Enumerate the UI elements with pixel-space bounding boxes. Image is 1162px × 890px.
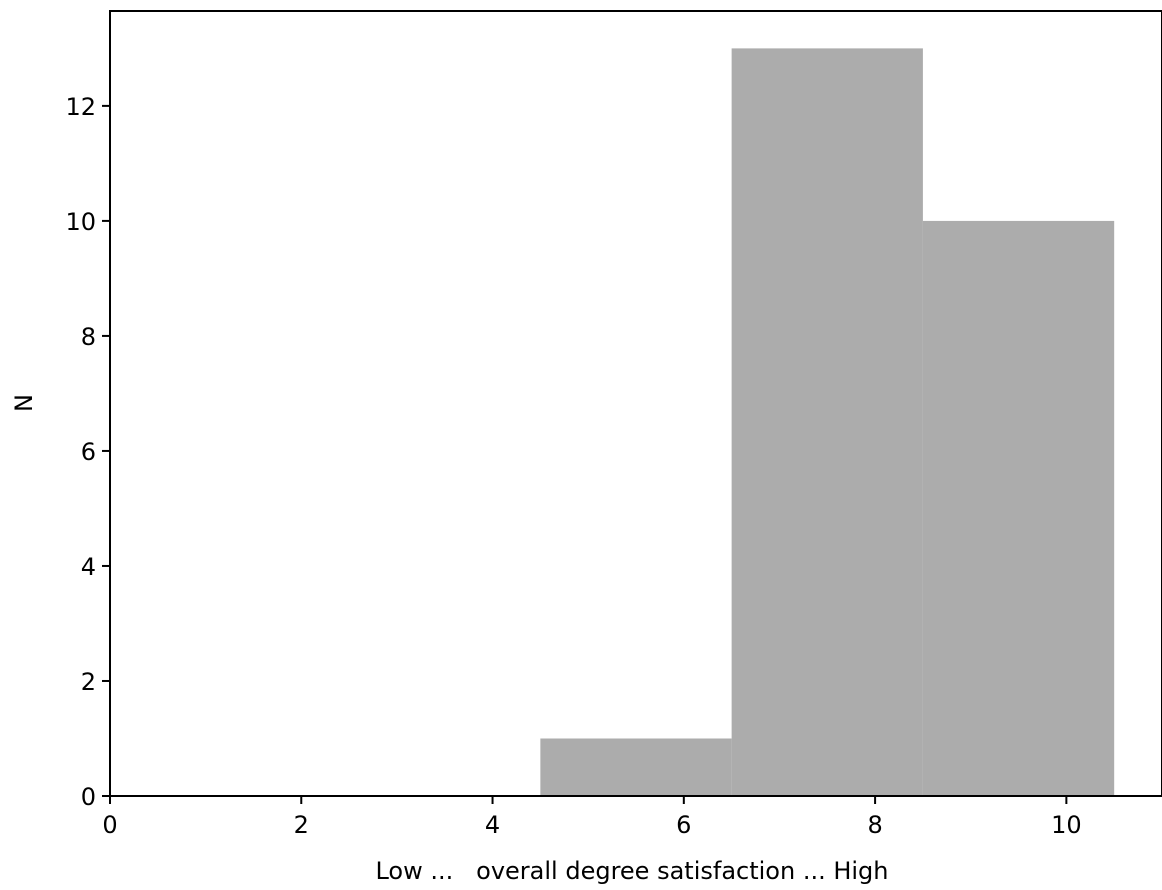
y-tick-label: 2 [81, 668, 96, 696]
histogram-bar [540, 738, 732, 796]
y-tick-label: 8 [81, 323, 96, 351]
histogram-bar [922, 220, 1115, 796]
x-tick-label: 0 [102, 811, 117, 839]
histogram-bar [731, 48, 923, 796]
y-axis-ticks: 0 2 4 6 8 10 12 [65, 93, 110, 811]
y-tick-label: 12 [65, 93, 96, 121]
y-tick-label: 4 [81, 553, 96, 581]
x-tick-label: 6 [676, 811, 691, 839]
x-axis-label: Low ... overall degree satisfaction ... … [375, 857, 888, 885]
x-tick-label: 4 [485, 811, 500, 839]
y-tick-label: 0 [81, 783, 96, 811]
y-axis-label: N [10, 394, 38, 412]
x-tick-label: 10 [1051, 811, 1082, 839]
histogram-bars [540, 48, 1115, 796]
x-tick-label: 2 [294, 811, 309, 839]
plot-frame [109, 10, 1162, 797]
x-tick-label: 8 [867, 811, 882, 839]
y-tick-label: 10 [65, 208, 96, 236]
y-tick-label: 6 [81, 438, 96, 466]
x-axis-ticks: 0 2 4 6 8 10 [102, 796, 1082, 839]
